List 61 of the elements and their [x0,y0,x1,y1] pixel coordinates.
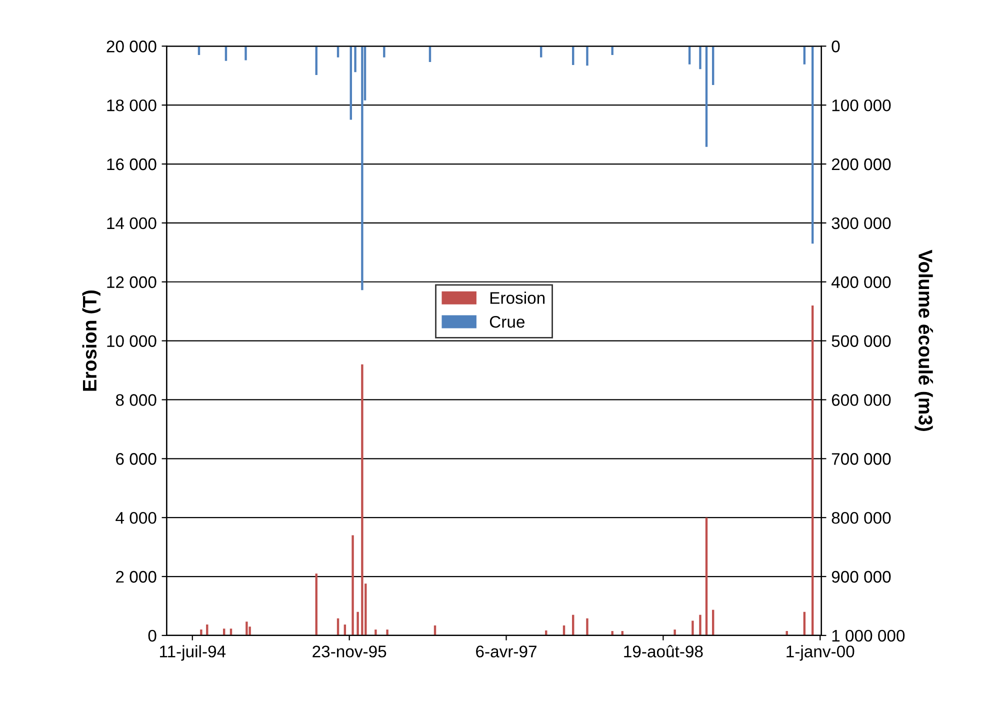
y2-tick-label: 900 000 [832,570,891,583]
y2-tick-label: 800 000 [832,512,891,524]
bar [336,46,340,58]
bar [352,535,354,636]
y-tick-label: 2 000 [116,570,156,583]
bar [692,620,694,636]
y-tick-label: 16 000 [107,158,156,170]
y2-tick-label: 300 000 [832,217,891,230]
y-tick-label: 8 000 [116,394,156,406]
bar [611,46,614,55]
bar [699,614,702,636]
bar [244,46,247,60]
bar [356,612,359,636]
bar [674,630,676,636]
bar [811,305,814,636]
y-tick-label: 12 000 [107,276,156,288]
x-tick-label: 1-janv-00 [786,645,854,661]
bar [361,46,364,290]
y2-axis-title: Volume écoulé (m3) [914,250,934,431]
y-tick-label: 6 000 [116,453,156,465]
y2-tick-label: 200 000 [832,158,891,170]
bar [540,46,542,58]
bar [350,46,352,120]
bar [246,622,248,636]
legend-label: Crue [490,316,524,328]
x-tick-label: 23-nov-95 [312,646,386,658]
legend-label: Erosion [490,292,545,304]
y2-tick-label: 500 000 [832,335,891,348]
bar [224,46,228,61]
y2-tick-label: 0 [832,40,840,52]
y2-tick-label: 600 000 [832,394,891,406]
y2-tick-label: 100 000 [832,99,891,112]
y-tick-label: 4 000 [116,512,156,524]
bar [361,364,364,636]
y2-tick-label: 700 000 [832,453,891,465]
bar [315,574,318,636]
x-tick-label: 6-avr-97 [476,646,536,658]
y-tick-label: 20 000 [106,40,156,52]
bar [383,46,386,58]
x-tick-label: 19-août-98 [624,645,703,658]
bar [374,630,377,636]
bar [315,46,318,76]
bar [705,46,708,147]
bar [586,46,588,66]
bar [705,518,708,636]
bar [586,618,588,636]
x-tick-label: 11-juil-94 [160,645,226,661]
y2-tick-label: 400 000 [831,276,891,288]
y-axis-title: Erosion (T) [82,290,100,391]
bar [699,46,702,70]
y2-tick-label: 1 000 000 [832,630,905,642]
y-tick-label: 18 000 [107,99,156,112]
bar [200,630,202,636]
y-tick-label: 0 [148,630,156,642]
bar [611,631,614,636]
bar [386,630,388,636]
y-tick-label: 10 000 [107,335,156,348]
bar [712,46,714,86]
bar [354,46,356,72]
y-tick-label: 14 000 [107,217,156,230]
bar [811,46,814,244]
